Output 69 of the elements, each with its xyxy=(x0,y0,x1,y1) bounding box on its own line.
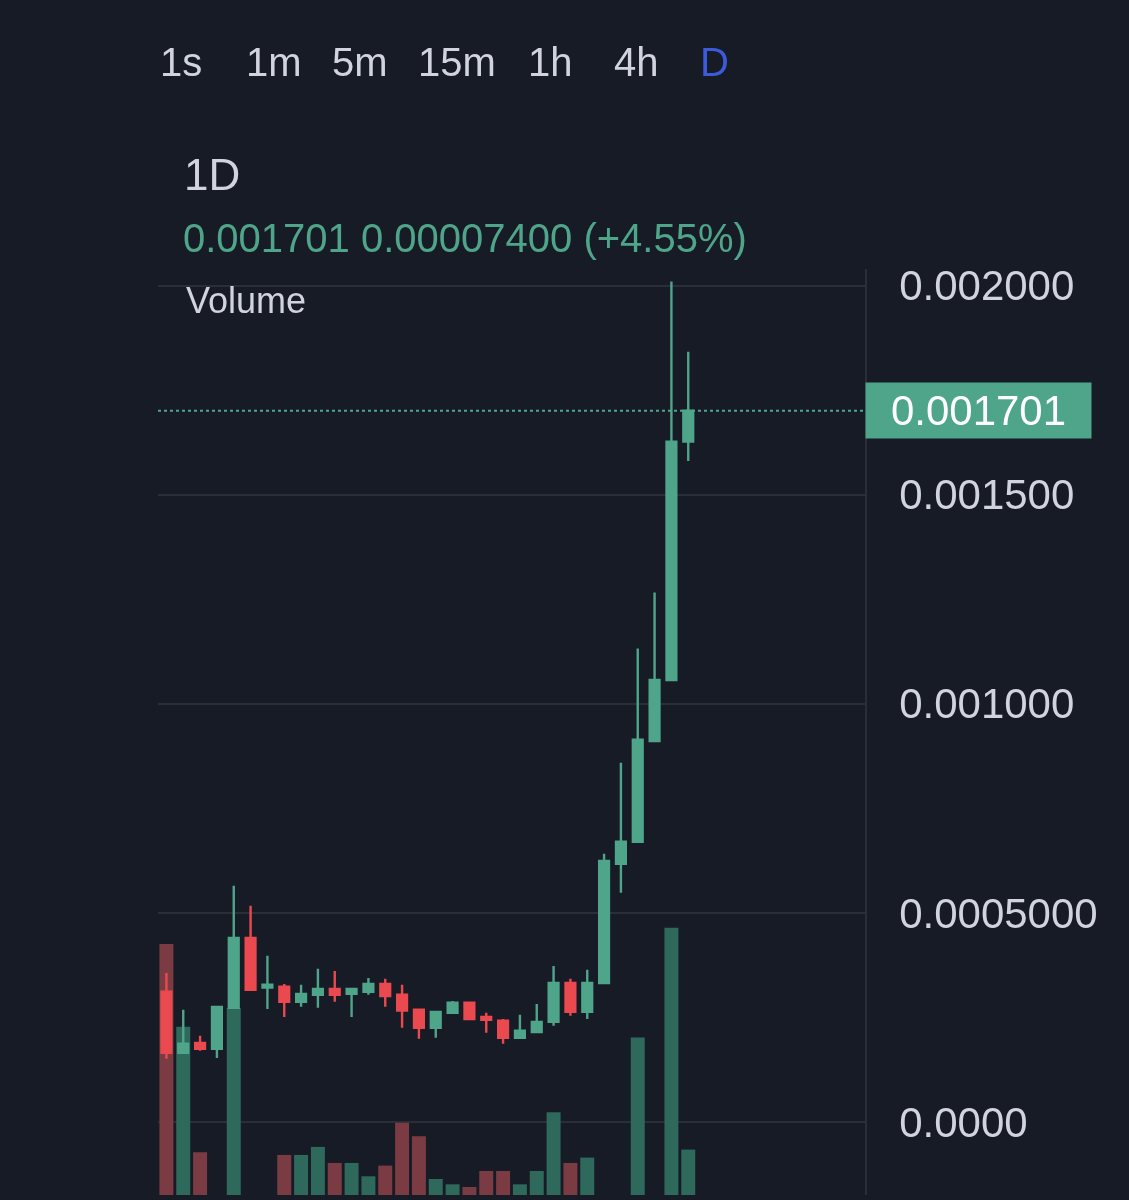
text: 1s xyxy=(160,40,203,84)
text: 1m xyxy=(246,40,302,84)
bar xyxy=(479,1170,494,1195)
bar xyxy=(176,1026,191,1195)
text: 5m xyxy=(332,40,388,84)
candlestick xyxy=(547,964,560,1027)
candlestick xyxy=(648,591,661,743)
bar xyxy=(310,1146,325,1195)
bar xyxy=(462,1186,477,1195)
candlestick xyxy=(193,1034,207,1052)
candlestick xyxy=(480,1011,493,1034)
bar xyxy=(277,1154,292,1195)
candlestick xyxy=(530,1002,543,1034)
bar xyxy=(563,1162,578,1195)
chart-title: Volume xyxy=(186,280,307,321)
candlestick xyxy=(446,999,459,1014)
candlestick xyxy=(177,1008,190,1055)
bar xyxy=(445,1184,460,1195)
bar xyxy=(327,1162,342,1195)
candlestick xyxy=(328,969,341,1004)
bar xyxy=(664,927,679,1195)
candlestick xyxy=(496,1017,510,1045)
text: 1h xyxy=(528,40,573,84)
candlestick xyxy=(429,1010,442,1040)
bar xyxy=(428,1178,443,1195)
bar xyxy=(630,1037,645,1195)
candlestick xyxy=(463,1000,476,1021)
y-tick-label: 0.0000 xyxy=(899,1098,1028,1146)
chart-title: 1D xyxy=(184,150,241,200)
bar xyxy=(681,1149,696,1195)
candlestick xyxy=(395,983,409,1029)
bar xyxy=(529,1170,544,1195)
text: D xyxy=(700,40,729,84)
candlestick xyxy=(244,904,257,991)
text: 15m xyxy=(418,40,496,84)
bar xyxy=(226,1007,241,1195)
candlestick xyxy=(564,977,577,1017)
ref-line-label: 0.001701 xyxy=(890,387,1067,434)
candlestick xyxy=(311,967,325,1009)
candlestick xyxy=(294,983,308,1009)
candlestick xyxy=(261,954,274,1011)
candlestick xyxy=(362,976,375,996)
candlestick xyxy=(278,982,291,1019)
bar xyxy=(546,1112,561,1195)
candlestick xyxy=(597,852,611,985)
y-tick-label: 0.001000 xyxy=(899,680,1075,728)
candlestick xyxy=(581,968,594,1021)
candlestick xyxy=(412,1008,426,1040)
bar xyxy=(512,1184,527,1195)
candlestick xyxy=(513,1013,527,1040)
bar xyxy=(411,1136,426,1195)
candlestick xyxy=(345,986,358,1019)
bar xyxy=(580,1157,595,1195)
bar xyxy=(193,1152,208,1195)
bar xyxy=(395,1122,410,1195)
candlestick xyxy=(210,1004,224,1060)
bar xyxy=(361,1176,376,1195)
y-tick-label: 0.001500 xyxy=(899,471,1075,519)
bar xyxy=(294,1154,309,1195)
bar xyxy=(496,1170,511,1195)
y-tick-label: 0.002000 xyxy=(899,262,1075,310)
bar xyxy=(378,1165,393,1195)
text: 4h xyxy=(614,40,659,84)
candlestick xyxy=(614,761,628,894)
candlestick xyxy=(631,647,644,843)
y-tick-label: 0.0005000 xyxy=(899,889,1098,937)
bar xyxy=(344,1162,359,1195)
candlestick xyxy=(379,977,392,1009)
chart-subtitle: 0.001701 0.00007400 (+4.55%) xyxy=(183,216,747,260)
